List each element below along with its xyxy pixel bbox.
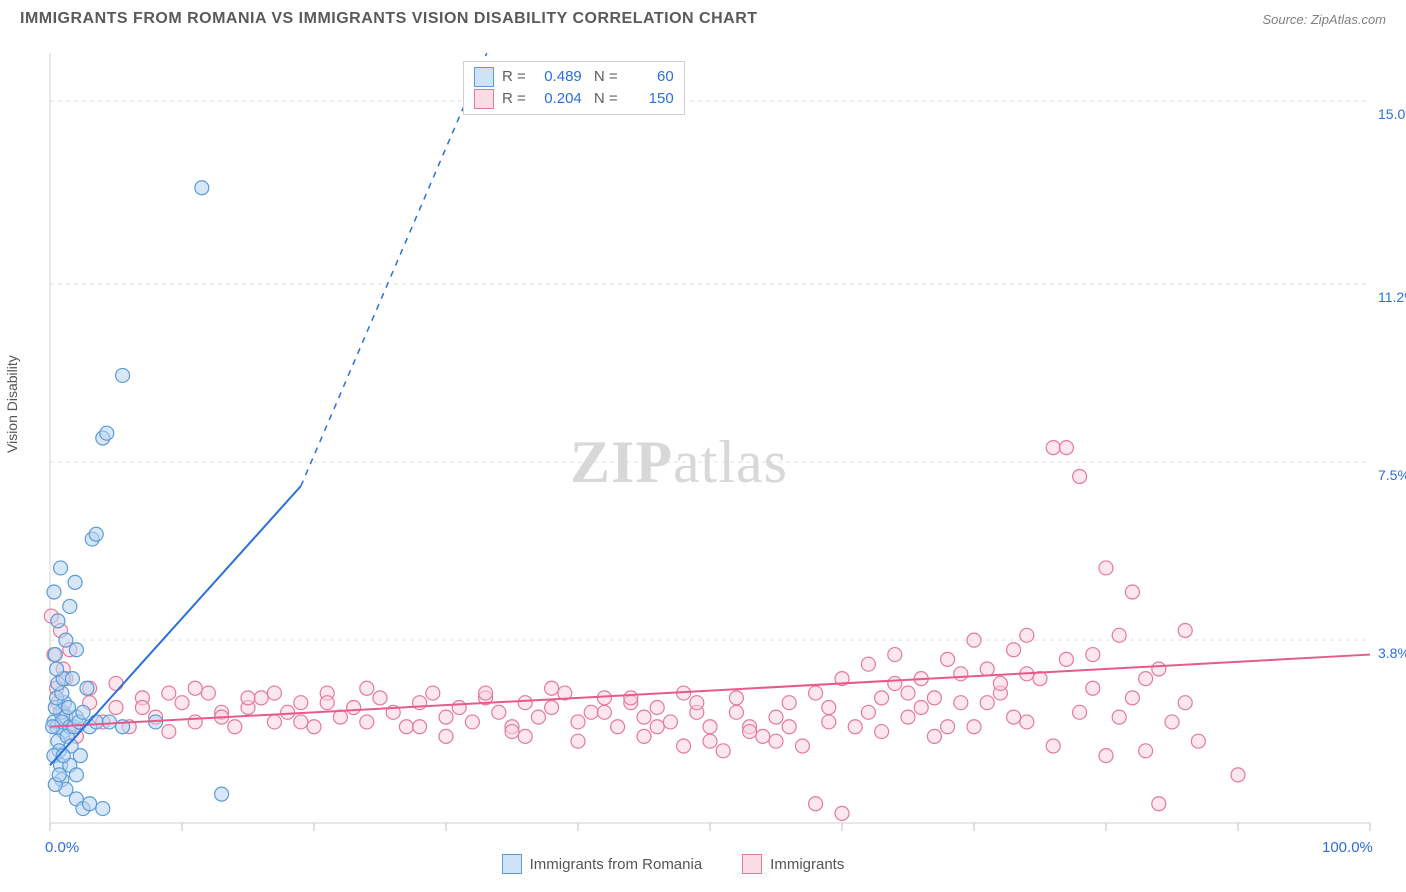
source-attribution: Source: ZipAtlas.com [1262, 12, 1386, 27]
legend-swatch-pink [742, 854, 762, 874]
stat-r-value-0: 0.489 [534, 66, 582, 88]
legend-swatch-blue [502, 854, 522, 874]
title-bar: IMMIGRANTS FROM ROMANIA VS IMMIGRANTS VI… [0, 0, 1406, 33]
stat-n-value-0: 60 [626, 66, 674, 88]
x-axis-label-right: 100.0% [1322, 839, 1373, 856]
stat-r-label: R = [502, 66, 526, 88]
legend-bottom: Immigrants from Romania Immigrants [0, 854, 1346, 874]
stat-n-label: N = [590, 66, 618, 88]
svg-text:11.2%: 11.2% [1378, 289, 1406, 305]
legend-swatch-pink [474, 89, 494, 109]
legend-swatch-blue [474, 67, 494, 87]
legend-stats-box: R = 0.489 N = 60 R = 0.204 N = 150 [463, 61, 685, 115]
stat-r-label: R = [502, 88, 526, 110]
svg-text:7.5%: 7.5% [1378, 467, 1406, 483]
chart-area: 3.8%7.5%11.2%15.0% ZIPatlas Vision Disab… [0, 33, 1406, 878]
y-axis-title: Vision Disability [4, 355, 20, 453]
svg-text:15.0%: 15.0% [1378, 106, 1406, 122]
legend-item-1: Immigrants [742, 854, 844, 874]
stat-n-value-1: 150 [626, 88, 674, 110]
chart-title: IMMIGRANTS FROM ROMANIA VS IMMIGRANTS VI… [20, 10, 758, 28]
stat-n-label: N = [590, 88, 618, 110]
legend-label-1: Immigrants [770, 856, 844, 873]
scatter-chart: 3.8% 7.5% 11.2% 15.0% [0, 33, 1406, 878]
x-axis-label-left: 0.0% [45, 839, 79, 856]
legend-item-0: Immigrants from Romania [502, 854, 703, 874]
legend-stats-row-1: R = 0.204 N = 150 [474, 88, 674, 110]
svg-text:3.8%: 3.8% [1378, 645, 1406, 661]
stat-r-value-1: 0.204 [534, 88, 582, 110]
legend-stats-row-0: R = 0.489 N = 60 [474, 66, 674, 88]
legend-label-0: Immigrants from Romania [530, 856, 703, 873]
